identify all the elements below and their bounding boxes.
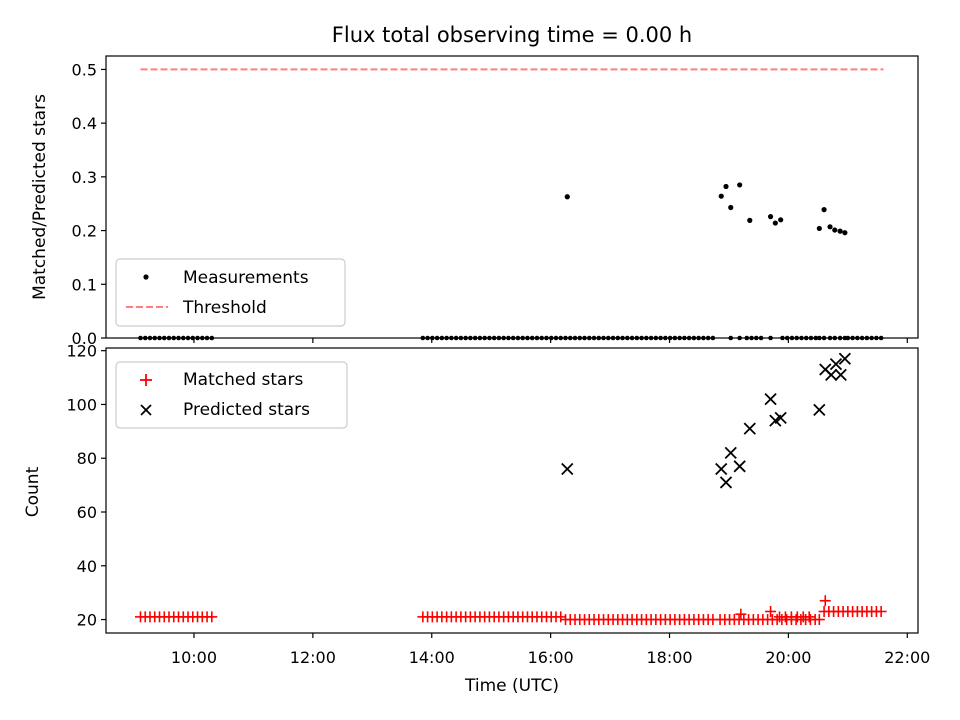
matched-star-marker [206, 611, 218, 623]
bottom-y-tick-label: 40 [77, 557, 97, 576]
top-y-tick-label: 0.0 [72, 329, 97, 348]
measurement-point [564, 194, 570, 200]
chart-title: Flux total observing time = 0.00 h [332, 23, 692, 47]
legend-matched-label: Matched stars [183, 370, 303, 390]
bottom-axes-frame [105, 347, 919, 634]
bottom-y-tick-label: 60 [77, 503, 97, 522]
matched-star-marker [875, 605, 887, 617]
measurement-point [832, 227, 838, 233]
legend-predicted-marker [140, 404, 152, 416]
legend-matched-marker [140, 374, 152, 386]
measurement-point [827, 224, 833, 230]
matched-star-marker [803, 611, 815, 623]
top-y-ticks: 0.0 0.1 0.2 0.3 0.4 0.5 [72, 60, 106, 348]
top-y-tick-label: 0.4 [72, 114, 97, 133]
matched-star-marker [819, 595, 831, 607]
predicted-star-marker [715, 462, 728, 476]
top-y-tick-label: 0.3 [72, 168, 97, 187]
top-y-axis-label: Matched/Predicted stars [30, 94, 50, 300]
bottom-x-tick-label: 16:00 [528, 648, 574, 667]
bottom-x-ticks: 10:00 12:00 14:00 16:00 18:00 20:00 22:00 [171, 633, 930, 667]
legend-predicted-label: Predicted stars [183, 400, 310, 420]
predicted-star-marker [733, 460, 746, 473]
predicted-star-marker [813, 403, 826, 416]
predicted-star-marker [834, 368, 847, 382]
measurement-point [747, 217, 753, 223]
bottom-y-axis-label: Count [23, 466, 43, 517]
legend-measurements-marker [143, 274, 149, 280]
bottom-x-tick-label: 20:00 [765, 648, 811, 667]
matched-star-marker [735, 608, 747, 620]
bottom-y-tick-label: 120 [66, 342, 97, 361]
bottom-plot-marks [134, 352, 887, 626]
bottom-panel: 20 40 60 80 100 120 10:00 12:00 14:00 16:00 18:00… [23, 342, 930, 696]
predicted-star-marker [561, 462, 574, 476]
predicted-star-marker [829, 357, 843, 371]
top-panel: 0.0 0.1 0.2 0.3 0.4 0.5 Matched/Predicted sta… [30, 55, 919, 348]
bottom-legend-box [115, 361, 348, 429]
predicted-star-marker [774, 411, 787, 425]
bottom-x-tick-label: 12:00 [290, 648, 336, 667]
predicted-star-marker [825, 368, 838, 382]
bottom-y-tick-label: 80 [77, 449, 97, 468]
bottom-y-tick-label: 20 [77, 611, 97, 630]
measurement-point [821, 207, 827, 213]
measurement-point [778, 217, 784, 223]
top-y-tick-label: 0.5 [72, 60, 97, 79]
top-legend-box [115, 258, 346, 327]
measurement-point [723, 183, 729, 190]
top-y-tick-label: 0.1 [72, 275, 97, 294]
measurement-point [767, 214, 774, 220]
bottom-y-tick-label: 100 [66, 395, 97, 414]
predicted-star-marker [724, 446, 737, 459]
top-legend: Measurements Threshold [115, 258, 346, 327]
predicted-star-marker [743, 422, 756, 435]
bottom-legend: Matched stars Predicted stars [115, 361, 348, 429]
matched-star-marker [813, 614, 825, 626]
x-axis-label: Time (UTC) [464, 676, 559, 696]
measurement-point [772, 220, 778, 226]
bottom-y-ticks: 20 40 60 80 100 120 [66, 342, 106, 630]
bottom-x-tick-label: 14:00 [409, 648, 455, 667]
predicted-star-marker [764, 392, 777, 406]
legend-threshold-label: Threshold [182, 298, 267, 318]
measurement-point [737, 182, 743, 188]
matched-star-marker [555, 611, 567, 623]
top-plot-marks [138, 68, 884, 341]
bottom-x-tick-label: 22:00 [884, 648, 930, 667]
top-y-tick-label: 0.2 [72, 222, 97, 241]
predicted-star-marker [838, 352, 852, 365]
top-axes-frame [105, 55, 919, 339]
bottom-x-tick-label: 18:00 [646, 648, 692, 667]
top-x-ticks [193, 338, 908, 343]
measurement-point [842, 230, 848, 236]
predicted-star-marker [719, 476, 733, 489]
measurement-point [816, 225, 822, 232]
legend-measurements-label: Measurements [183, 268, 309, 288]
measurement-point [837, 228, 843, 234]
measurement-point [718, 193, 724, 199]
bottom-x-tick-label: 10:00 [171, 648, 217, 667]
matched-star-marker [765, 605, 777, 617]
measurement-point [728, 204, 734, 211]
